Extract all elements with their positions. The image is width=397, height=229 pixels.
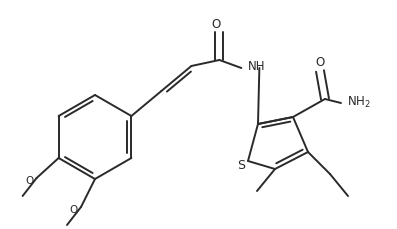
Text: NH: NH: [249, 59, 266, 72]
Text: O: O: [212, 17, 221, 30]
Text: O: O: [70, 204, 78, 214]
Text: O: O: [25, 175, 34, 185]
Text: S: S: [237, 159, 245, 172]
Text: O: O: [315, 56, 325, 69]
Text: NH$_2$: NH$_2$: [347, 94, 371, 109]
